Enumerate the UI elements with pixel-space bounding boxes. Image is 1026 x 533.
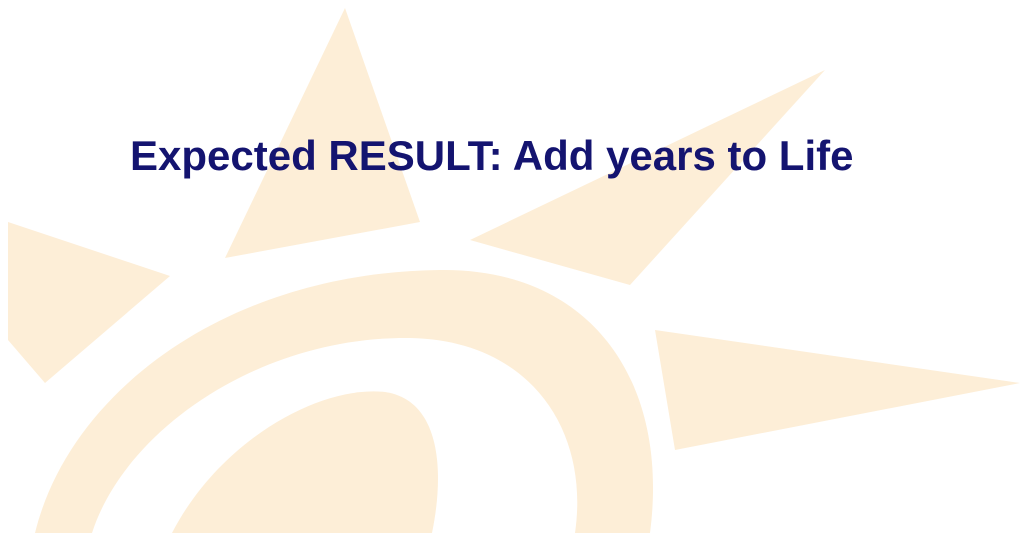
slide-title: Expected RESULT: Add years to Life bbox=[130, 132, 853, 179]
sun-graphic bbox=[8, 8, 1020, 533]
page: Expected RESULT: Add years to Life (() =… bbox=[0, 0, 1026, 533]
slide: Expected RESULT: Add years to Life bbox=[0, 0, 1026, 533]
sun-core bbox=[172, 391, 438, 533]
sun-ray-left bbox=[8, 222, 170, 383]
sun-ray-right bbox=[655, 330, 1020, 450]
